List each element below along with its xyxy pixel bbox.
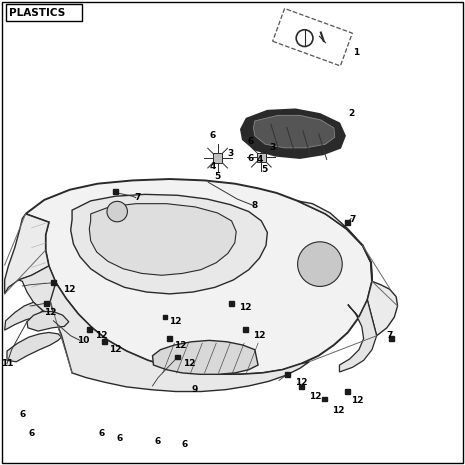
Text: 6: 6: [210, 131, 216, 140]
Text: 6: 6: [19, 410, 26, 419]
Text: 5: 5: [261, 165, 267, 174]
Text: 12: 12: [95, 331, 107, 340]
Bar: [243, 327, 248, 332]
Text: 12: 12: [184, 359, 196, 368]
Text: 5: 5: [214, 172, 221, 181]
Text: 7: 7: [386, 331, 393, 340]
Text: 6: 6: [247, 137, 253, 146]
Text: 12: 12: [295, 378, 307, 387]
Bar: [167, 336, 172, 341]
Bar: [345, 389, 350, 394]
Polygon shape: [50, 283, 309, 392]
Bar: [285, 372, 290, 377]
Bar: [257, 153, 266, 162]
Polygon shape: [153, 340, 258, 374]
Text: 12: 12: [170, 317, 182, 326]
Polygon shape: [241, 109, 345, 158]
Text: PLASTICS: PLASTICS: [9, 7, 66, 18]
Text: 11: 11: [1, 359, 13, 368]
Text: 6: 6: [154, 437, 160, 446]
Bar: [229, 301, 234, 306]
Bar: [299, 385, 304, 389]
Circle shape: [306, 250, 334, 278]
Text: 7: 7: [349, 215, 356, 224]
Text: 12: 12: [44, 308, 56, 317]
Text: 12: 12: [351, 396, 363, 405]
Bar: [213, 153, 222, 163]
Circle shape: [312, 257, 327, 272]
Text: 8: 8: [252, 201, 258, 210]
Text: 6: 6: [182, 439, 188, 449]
Polygon shape: [7, 332, 61, 362]
Text: 2: 2: [348, 109, 354, 119]
Polygon shape: [89, 204, 236, 275]
Bar: [345, 220, 350, 225]
Polygon shape: [5, 214, 49, 294]
Bar: [51, 280, 56, 285]
Polygon shape: [71, 194, 267, 294]
Bar: [163, 315, 167, 319]
Bar: [113, 189, 118, 194]
Bar: [389, 336, 394, 341]
Polygon shape: [26, 179, 372, 374]
Circle shape: [298, 242, 342, 286]
Polygon shape: [27, 312, 69, 331]
Text: 7: 7: [134, 193, 140, 202]
Text: 6: 6: [98, 429, 105, 438]
Text: 9: 9: [191, 385, 198, 394]
Text: 3: 3: [269, 143, 275, 152]
Text: 12: 12: [253, 331, 266, 340]
Text: 6: 6: [117, 433, 123, 443]
Text: 4: 4: [210, 161, 216, 171]
Bar: [322, 397, 327, 401]
Text: 12: 12: [309, 392, 321, 401]
Polygon shape: [253, 115, 335, 148]
Bar: [44, 301, 49, 306]
Text: 12: 12: [63, 285, 75, 294]
Bar: [6, 4, 82, 21]
Polygon shape: [5, 302, 43, 330]
Text: 6: 6: [247, 153, 253, 163]
Text: 12: 12: [239, 303, 252, 312]
Text: 12: 12: [332, 405, 345, 415]
Polygon shape: [339, 300, 377, 372]
Text: 1: 1: [352, 47, 359, 57]
Bar: [102, 339, 107, 344]
Circle shape: [107, 201, 127, 222]
Polygon shape: [298, 201, 398, 336]
Text: 12: 12: [109, 345, 121, 354]
Bar: [175, 355, 180, 359]
Bar: [87, 327, 92, 332]
Text: 12: 12: [174, 340, 186, 350]
Text: 6: 6: [28, 429, 35, 438]
Text: 4: 4: [256, 154, 263, 164]
Polygon shape: [19, 266, 78, 317]
Text: 10: 10: [77, 336, 89, 345]
Text: 3: 3: [227, 149, 233, 158]
